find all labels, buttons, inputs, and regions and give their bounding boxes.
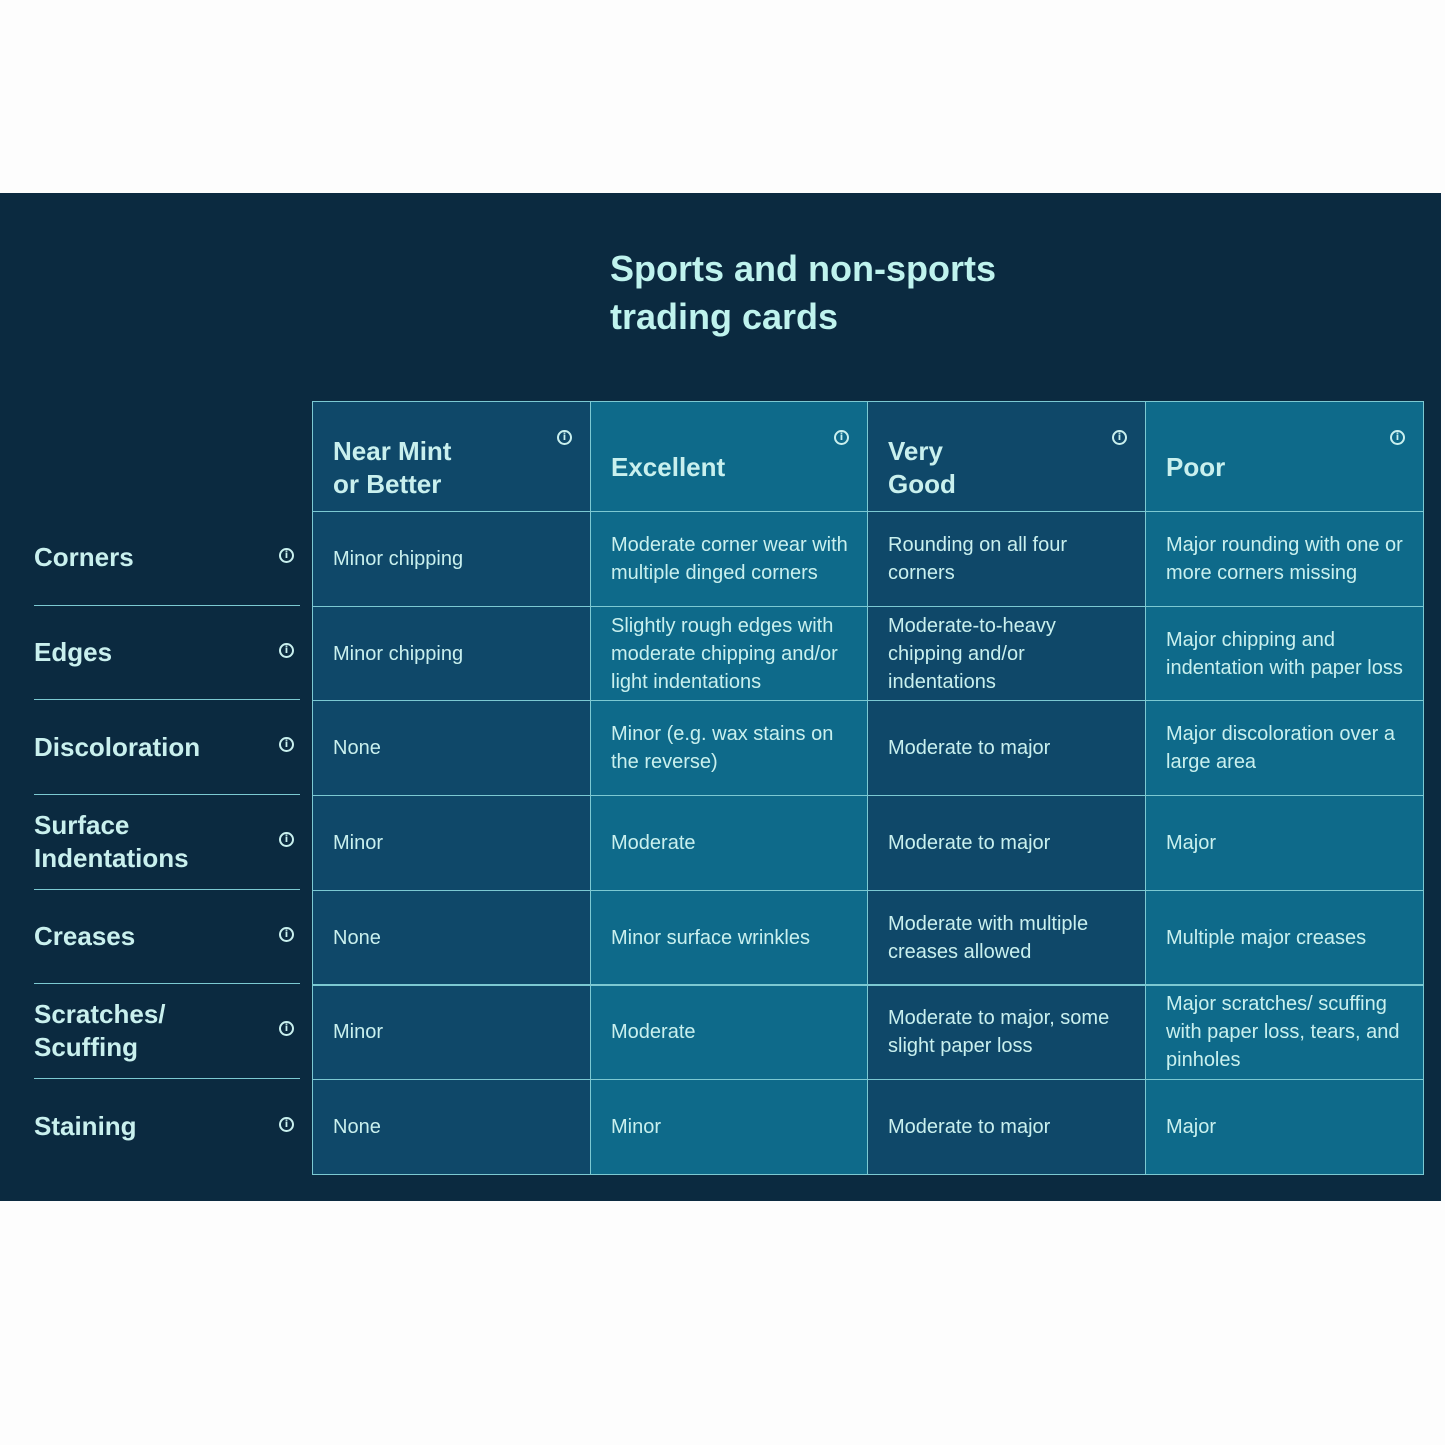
info-circle-icon[interactable]: i bbox=[1390, 430, 1405, 445]
info-circle-icon[interactable]: i bbox=[279, 1021, 294, 1037]
table-cell: None bbox=[312, 700, 591, 797]
row-label: Creases i bbox=[34, 890, 300, 985]
table-cell: Moderate bbox=[590, 795, 868, 891]
table-cell: Major scratches/ scuffing with paper los… bbox=[1145, 984, 1424, 1081]
table-cell: Major rounding with one or more corners … bbox=[1145, 511, 1424, 607]
cell-text: Moderate bbox=[611, 1021, 696, 1044]
cell-text: Multiple major creases bbox=[1166, 926, 1367, 949]
table-cell: Major bbox=[1145, 795, 1424, 891]
table-cell: Slightly rough edges with moderate chipp… bbox=[590, 605, 868, 702]
table-cell: Moderate bbox=[590, 984, 868, 1081]
info-circle-icon[interactable]: i bbox=[1112, 430, 1127, 445]
cell-text: Major scratches/ scuffing with paper los… bbox=[1166, 993, 1400, 1072]
cell-text: None bbox=[333, 926, 381, 949]
row-label: Edges i bbox=[34, 606, 300, 701]
table-cell: Rounding on all four corners bbox=[867, 511, 1146, 607]
cell-text: Major bbox=[1166, 831, 1217, 854]
cell-text: Moderate bbox=[611, 831, 696, 854]
row-label-text: Surface Indentations bbox=[34, 809, 189, 873]
info-circle-icon[interactable]: i bbox=[279, 642, 294, 658]
cell-text: Moderate to major bbox=[888, 831, 1051, 854]
cell-text: Minor surface wrinkles bbox=[611, 926, 810, 949]
row-label-text: Creases bbox=[34, 921, 136, 952]
table-cell: Minor bbox=[312, 984, 591, 1081]
table-cell: Minor bbox=[590, 1079, 868, 1175]
cell-text: Moderate-to-heavy chipping and/or indent… bbox=[888, 614, 1056, 693]
cell-text: Minor bbox=[611, 1116, 662, 1139]
table-cell: Minor chipping bbox=[312, 605, 591, 702]
cell-text: Slightly rough edges with moderate chipp… bbox=[611, 614, 838, 693]
table-cell: Moderate to major bbox=[867, 700, 1146, 797]
cell-text: Minor (e.g. wax stains on the reverse) bbox=[611, 723, 834, 774]
table-cell: Multiple major creases bbox=[1145, 889, 1424, 986]
row-label-text: Staining bbox=[34, 1111, 137, 1142]
table-cell: Major bbox=[1145, 1079, 1424, 1175]
row-label: Staining i bbox=[34, 1079, 300, 1174]
cell-text: Major bbox=[1166, 1116, 1217, 1139]
row-label-text: Corners bbox=[34, 542, 134, 573]
table-cell: Major chipping and indentation with pape… bbox=[1145, 605, 1424, 702]
cell-text: Major rounding with one or more corners … bbox=[1166, 533, 1403, 584]
info-circle-icon[interactable]: i bbox=[279, 737, 294, 753]
column-header: Excellent i bbox=[590, 401, 868, 512]
cell-text: Minor bbox=[333, 831, 384, 854]
cell-text: Moderate corner wear with multiple dinge… bbox=[611, 533, 848, 584]
table-cell: Moderate to major bbox=[867, 795, 1146, 891]
column-header-label: Near Mint or Better bbox=[333, 435, 452, 499]
info-circle-icon[interactable]: i bbox=[279, 1116, 294, 1132]
table-cell: None bbox=[312, 889, 591, 986]
row-label: Discoloration i bbox=[34, 700, 300, 796]
grading-panel: Sports and non-sports trading cards Near… bbox=[0, 193, 1441, 1201]
row-label-text: Discoloration bbox=[34, 731, 201, 762]
column-header: Poor i bbox=[1145, 401, 1424, 512]
cell-text: None bbox=[333, 1116, 381, 1139]
page-title: Sports and non-sports trading cards bbox=[610, 248, 996, 337]
column-header: Near Mint or Better i bbox=[312, 401, 591, 512]
table-cell: Moderate to major, some slight paper los… bbox=[867, 984, 1146, 1081]
info-circle-icon[interactable]: i bbox=[279, 926, 294, 942]
column-header-label: Poor bbox=[1166, 452, 1226, 482]
cell-text: Moderate to major bbox=[888, 737, 1051, 760]
row-label: Scratches/ Scuffing i bbox=[34, 985, 300, 1080]
cell-text: Rounding on all four corners bbox=[888, 533, 1068, 584]
cell-text: Major discoloration over a large area bbox=[1166, 723, 1395, 774]
column-header-label: Excellent bbox=[611, 452, 726, 482]
cell-text: Minor bbox=[333, 1021, 384, 1044]
table-cell: Major discoloration over a large area bbox=[1145, 700, 1424, 797]
table-cell: Moderate with multiple creases allowed bbox=[867, 889, 1146, 986]
cell-text: Moderate to major bbox=[888, 1116, 1051, 1139]
column-header: Very Good i bbox=[867, 401, 1146, 512]
table-cell: None bbox=[312, 1079, 591, 1175]
table-cell: Moderate-to-heavy chipping and/or indent… bbox=[867, 605, 1146, 702]
cell-text: Moderate with multiple creases allowed bbox=[888, 912, 1089, 963]
cell-text: Major chipping and indentation with pape… bbox=[1166, 628, 1403, 679]
info-circle-icon[interactable]: i bbox=[834, 430, 849, 445]
table-cell: Minor bbox=[312, 795, 591, 891]
table-cell: Moderate to major bbox=[867, 1079, 1146, 1175]
cell-text: None bbox=[333, 737, 381, 760]
info-circle-icon[interactable]: i bbox=[279, 547, 294, 563]
table-cell: Minor chipping bbox=[312, 511, 591, 607]
cell-text: Minor chipping bbox=[333, 547, 464, 570]
row-label: Corners i bbox=[34, 511, 300, 606]
cell-text: Minor chipping bbox=[333, 642, 464, 665]
table-cell: Minor (e.g. wax stains on the reverse) bbox=[590, 700, 868, 797]
column-header-label: Very Good bbox=[888, 435, 956, 499]
info-circle-icon[interactable]: i bbox=[557, 430, 572, 445]
cell-text: Moderate to major, some slight paper los… bbox=[888, 1007, 1110, 1058]
row-label-text: Scratches/ Scuffing bbox=[34, 999, 166, 1063]
row-label: Surface Indentations i bbox=[34, 795, 300, 890]
table-cell: Moderate corner wear with multiple dinge… bbox=[590, 511, 868, 607]
info-circle-icon[interactable]: i bbox=[279, 831, 294, 847]
row-label-text: Edges bbox=[34, 637, 113, 668]
table-cell: Minor surface wrinkles bbox=[590, 889, 868, 986]
